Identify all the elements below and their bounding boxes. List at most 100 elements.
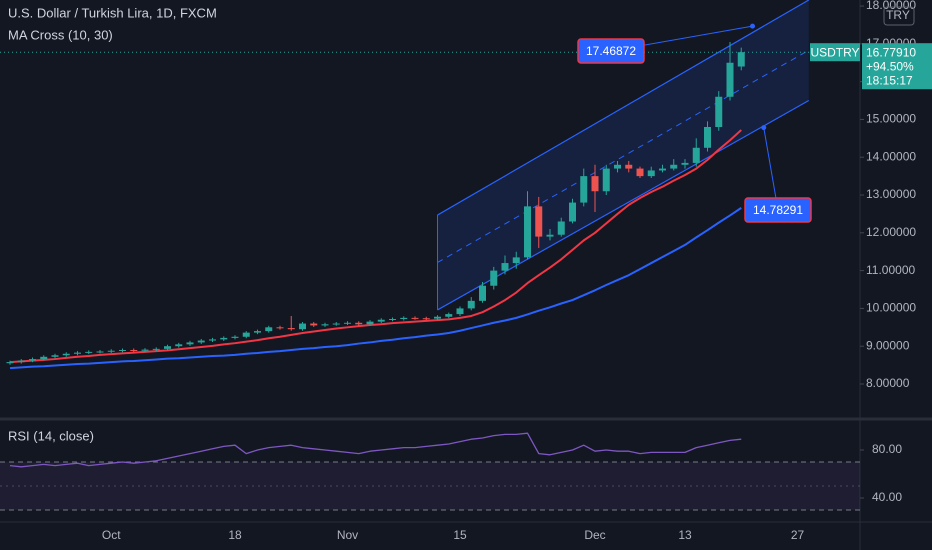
rsi-tick-label: 80.00 xyxy=(872,442,902,456)
candle-body xyxy=(299,323,306,330)
candle-body xyxy=(107,350,115,352)
x-tick-label: 13 xyxy=(678,528,692,542)
chart-title: U.S. Dollar / Turkish Lira, 1D, FXCM xyxy=(8,5,217,20)
candle-body xyxy=(636,168,644,177)
candle-body xyxy=(321,324,329,326)
y-tick-label: 9.00000 xyxy=(866,338,910,352)
ma-line xyxy=(9,129,742,364)
candle-body xyxy=(164,346,171,349)
callout-leader xyxy=(763,127,779,211)
currency-label: TRY xyxy=(886,8,910,22)
currency-box xyxy=(883,6,915,26)
candle-body xyxy=(355,322,363,325)
candle-body xyxy=(681,162,689,165)
channel-mid xyxy=(437,49,809,263)
channel-lower xyxy=(437,100,810,311)
candle-body xyxy=(209,339,216,341)
price-panel xyxy=(0,0,860,370)
rsi-title: RSI (14, close) xyxy=(8,428,94,443)
symbol-box xyxy=(810,43,860,62)
candle-body xyxy=(85,351,93,353)
candle-body xyxy=(186,342,194,345)
candle-body xyxy=(332,323,340,325)
y-tick-label: 11.00000 xyxy=(866,263,915,277)
candle-body xyxy=(445,314,453,317)
candle-body xyxy=(366,321,374,325)
rsi-tick-label: 40.00 xyxy=(872,490,902,504)
candle-body xyxy=(175,344,183,347)
candle-body xyxy=(704,126,711,148)
candle-body xyxy=(344,322,351,324)
x-tick-label: 18 xyxy=(228,528,242,542)
candle-body xyxy=(265,327,273,332)
candle-body xyxy=(467,300,475,309)
y-tick-label: 8.00000 xyxy=(866,376,910,390)
candle-body xyxy=(614,164,621,169)
candle-body xyxy=(490,270,498,286)
indicator-title: MA Cross (10, 30) xyxy=(8,27,113,42)
candle-body xyxy=(29,359,36,361)
candle-body xyxy=(17,360,25,363)
candle-body xyxy=(6,362,14,364)
x-tick-label: Oct xyxy=(102,528,121,542)
candle-body xyxy=(130,349,138,351)
candle-body xyxy=(51,355,59,357)
candle-body xyxy=(715,96,723,127)
candle-body xyxy=(141,349,149,351)
candle-body xyxy=(96,351,104,353)
candle-body xyxy=(287,328,295,330)
callout-box xyxy=(744,197,812,223)
candle-body xyxy=(602,168,610,192)
candle-body xyxy=(434,316,441,319)
change-label: +94.50% xyxy=(866,59,914,73)
y-tick-label: 18.00000 xyxy=(866,0,916,12)
x-tick-label: Nov xyxy=(337,528,358,542)
candle-body xyxy=(591,176,599,192)
y-tick-label: 14.00000 xyxy=(866,149,916,163)
candle-body xyxy=(74,352,81,354)
candle-body xyxy=(625,164,633,169)
callout-label: 14.78291 xyxy=(753,203,803,217)
candle-body xyxy=(40,356,48,360)
y-tick-label: 13.00000 xyxy=(866,187,916,201)
candle-body xyxy=(276,327,284,329)
candle-body xyxy=(580,176,588,203)
callout-label: 17.46872 xyxy=(586,44,636,58)
x-tick-label: 27 xyxy=(791,528,805,542)
candle-body xyxy=(546,234,554,237)
candle-body xyxy=(254,331,261,333)
y-tick-label: 15.00000 xyxy=(866,112,916,126)
y-tick-label: 12.00000 xyxy=(866,225,916,239)
callout-point xyxy=(761,125,767,131)
candle-body xyxy=(659,168,666,171)
ma-line xyxy=(9,207,742,370)
candle-body xyxy=(670,164,678,169)
candle-body xyxy=(501,263,509,271)
rsi-line xyxy=(9,432,742,468)
candle-body xyxy=(479,285,486,301)
candle-body xyxy=(737,52,745,67)
candle-body xyxy=(197,340,205,343)
candle-body xyxy=(692,147,700,163)
price-box xyxy=(862,43,932,90)
candle-body xyxy=(242,332,250,337)
callout-point xyxy=(750,23,755,29)
candle-body xyxy=(220,337,228,340)
candle-body xyxy=(62,353,70,356)
callout-box xyxy=(577,38,645,64)
y-tick-label: 10.00000 xyxy=(866,301,916,315)
candle-body xyxy=(524,206,531,258)
candle-body xyxy=(422,318,430,320)
candle-body xyxy=(512,257,520,264)
candle-body xyxy=(569,202,576,222)
candle-body xyxy=(389,318,396,320)
candle-body xyxy=(456,308,464,315)
channel-upper xyxy=(437,0,810,216)
symbol-label: USDTRY xyxy=(810,45,859,59)
candle-body xyxy=(647,170,655,177)
candle-body xyxy=(411,317,419,319)
last-price-label: 16.77910 xyxy=(866,45,916,59)
rsi-band xyxy=(0,462,860,510)
